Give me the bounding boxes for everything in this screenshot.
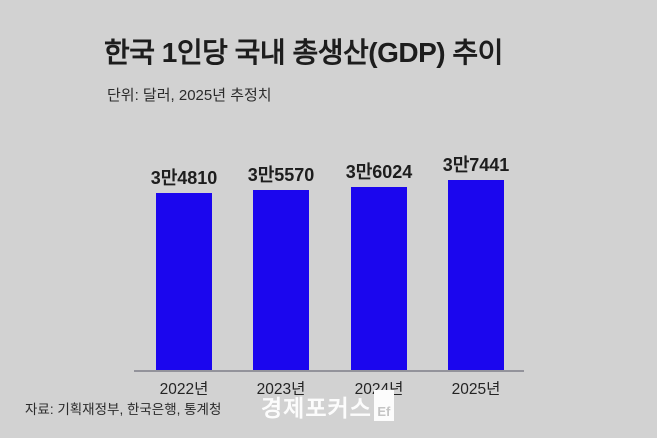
publisher-logo: 경제포커스 Ef: [261, 390, 394, 421]
bar-group-2023: 3만5570: [232, 161, 330, 371]
bar-value-label: 3만7441: [442, 155, 510, 175]
x-axis-line: [134, 370, 524, 372]
bar-2022: [156, 193, 212, 371]
logo-badge-icon: Ef: [377, 404, 391, 419]
x-axis-label-2025: 2025년: [451, 381, 501, 398]
bar-value-label: 3만6024: [345, 162, 413, 182]
bar-group-2025: 3만7441: [427, 151, 525, 371]
bar-2023: [253, 190, 309, 371]
chart-subtitle: 단위: 달러, 2025년 추정치: [107, 87, 272, 104]
bar-2024: [351, 187, 407, 371]
bar-2025: [448, 180, 504, 371]
bar-value-label: 3만4810: [150, 168, 218, 188]
x-axis-label-2023: 2023년: [256, 381, 306, 398]
publisher-logo-text: 경제포커스: [261, 394, 372, 421]
publisher-logo-mark: Ef: [373, 390, 394, 421]
bar-group-2022: 3만4810: [135, 164, 233, 371]
source-note: 자료: 기획재정부, 한국은행, 통계청: [25, 402, 222, 417]
bar-value-label: 3만5570: [247, 165, 315, 185]
chart-title: 한국 1인당 국내 총생산(GDP) 추이: [104, 37, 503, 68]
x-axis-label-2022: 2022년: [159, 381, 209, 398]
bar-group-2024: 3만6024: [330, 158, 428, 371]
